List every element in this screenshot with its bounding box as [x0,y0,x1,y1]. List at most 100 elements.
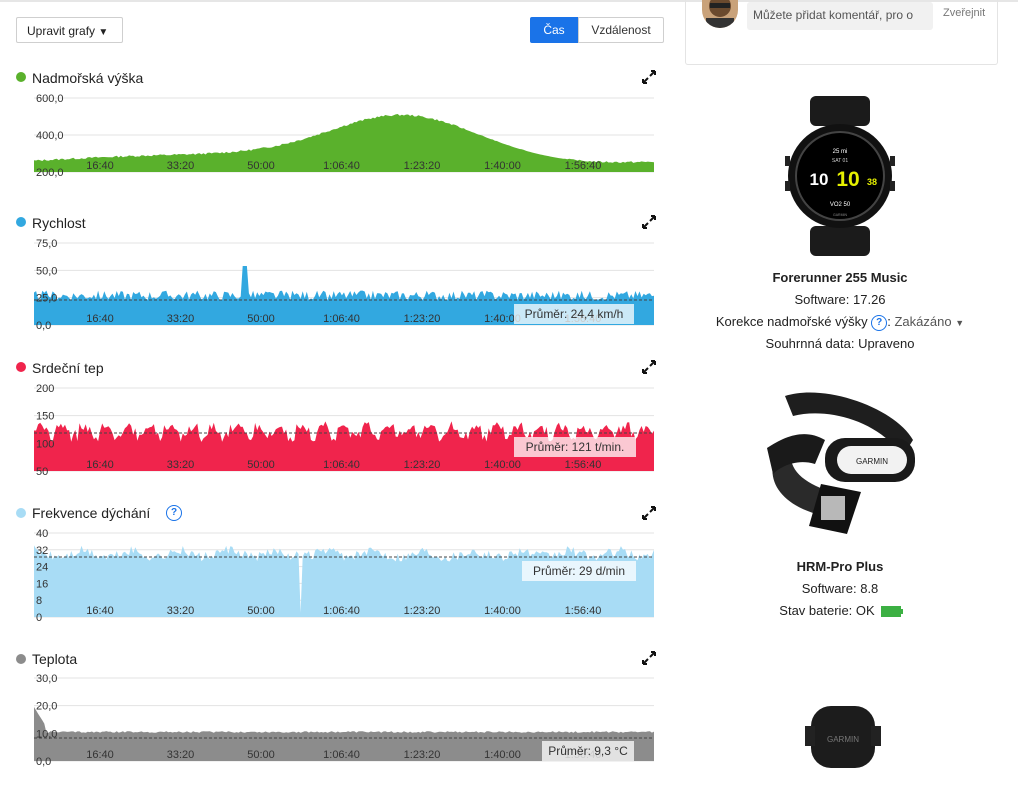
y-tick-label: 24 [36,562,48,574]
x-tick-label: 1:23:20 [404,313,441,325]
average-label: Průměr: 29 d/min [533,564,625,578]
hrm-strap-image: GARMIN [767,392,915,534]
chart-title-respiration: Frekvence dýchání [32,505,151,521]
chart-4: 30,0 20,0 10,0 0,0 16:40 33:20 50:00 1:06:40 1:2… [34,673,654,768]
x-tick-label: 1:23:20 [404,160,441,172]
sensor-brand: GARMIN [827,735,859,744]
x-tick-label: 1:06:40 [323,459,360,471]
x-tick-label: 1:40:00 [484,160,521,172]
x-tick-label: 33:20 [167,459,195,471]
series-area [34,114,654,172]
y-tick-label: 25,0 [36,293,57,305]
watch-brand: GARMIN [833,213,847,217]
comment-input[interactable]: Můžete přidat komentář, pro o [747,2,933,30]
x-tick-label: 1:23:20 [404,459,441,471]
y-tick-label: 50 [36,466,48,478]
expand-icon[interactable] [642,506,656,520]
edit-charts-button[interactable]: Upravit grafy ▼ [16,17,123,43]
x-tick-label: 33:20 [167,749,195,761]
x-tick-label: 16:40 [86,605,114,617]
legend-dot-temperature [16,654,26,664]
device-software-hrm: Software: 8.8 [801,581,879,596]
x-tick-label: 1:06:40 [323,605,360,617]
y-tick-label: 200,0 [36,167,64,179]
caret-down-icon: ▼ [98,27,109,38]
avatar [702,0,738,28]
series-area [34,266,654,325]
elevation-correction-row: Korekce nadmořské výšky ?: Zakázáno ▼ [715,314,965,331]
x-tick-label: 1:56:40 [565,160,602,172]
tab-distance[interactable]: Vzdálenost [578,17,664,43]
x-tick-label: 16:40 [86,160,114,172]
legend-dot-respiration [16,508,26,518]
y-tick-label: 32 [36,545,48,557]
x-tick-label: 16:40 [86,749,114,761]
device-name-watch: Forerunner 255 Music [772,270,908,285]
chart-title-speed: Rychlost [32,215,86,231]
x-tick-label: 1:56:40 [565,459,602,471]
average-label-bg [542,741,634,761]
y-tick-label: 50,0 [36,265,57,277]
average-label: Průměr: 121 t/min. [526,440,625,454]
summary-data: Souhrnná data: Upraveno [765,336,915,351]
chart-title-temperature: Teplota [32,651,78,667]
y-tick-label: 30,0 [36,673,57,685]
x-tick-label: 1:40:00 [484,313,521,325]
comment-box [685,0,998,65]
y-tick-label: 0,0 [36,320,51,332]
elevation-correction-dropdown[interactable]: Zakázáno ▼ [894,314,965,329]
watch-bottom: VO2 50 [830,202,851,208]
x-tick-label: 50:00 [247,749,275,761]
average-label: Průměr: 24,4 km/h [525,307,624,321]
x-tick-label: 50:00 [247,605,275,617]
watch-date: SAT 01 [832,158,848,164]
x-tick-label: 50:00 [247,459,275,471]
average-label: Průměr: 9,3 °C [548,744,628,758]
y-tick-label: 400,0 [36,130,64,142]
x-tick-label: 1:06:40 [323,749,360,761]
y-tick-label: 200 [36,383,54,395]
device-name-hrm: HRM-Pro Plus [796,559,884,574]
y-tick-label: 40 [36,528,48,540]
help-icon[interactable]: ? [871,314,888,331]
y-tick-label: 75,0 [36,238,57,250]
publish-button[interactable]: Zveřejnit [943,7,986,19]
y-tick-label: 600,0 [36,93,64,105]
battery-icon [880,606,903,618]
x-tick-label: 50:00 [247,313,275,325]
top-divider [0,0,1018,2]
average-label-bg [522,561,636,581]
expand-icon[interactable] [642,360,656,374]
x-tick-label: 33:20 [167,313,195,325]
battery-row: Stav baterie: OK [675,603,1005,618]
expand-icon[interactable] [642,70,656,84]
y-tick-label: 10,0 [36,728,57,740]
y-tick-label: 100 [36,438,54,450]
y-tick-label: 20,0 [36,701,57,713]
x-tick-label: 1:23:20 [404,605,441,617]
legend-dot-heart-rate [16,362,26,372]
chart-1: 75,0 50,0 25,0 0,0 16:40 33:20 50:00 1:06:40 1:2… [34,238,654,332]
y-tick-label: 0 [36,612,42,624]
x-tick-label: 16:40 [86,313,114,325]
y-tick-label: 8 [36,595,42,607]
chart-3: 40 32 24 16 8 0 16:40 33:20 50:00 1:06:40 1:23:20 1… [34,528,654,624]
help-icon[interactable]: ? [166,504,182,522]
expand-icon[interactable] [642,651,656,665]
x-tick-label: 16:40 [86,459,114,471]
chart-title-elevation: Nadmořská výška [32,70,144,86]
edit-charts-label: Upravit grafy [27,24,96,38]
legend-dot-elevation [16,72,26,82]
x-tick-label: 1:40:00 [484,749,521,761]
x-tick-label: 33:20 [167,160,195,172]
battery-status: Stav baterie: OK [779,603,875,618]
x-tick-label: 1:40:00 [484,459,521,471]
tab-time[interactable]: Čas [530,17,578,43]
caret-down-icon: ▼ [955,318,965,328]
chart-0: 600,0 400,0 200,0 16:40 33:20 50:00 1:06:40 1:2… [34,93,654,179]
average-label-bg [514,437,636,457]
x-tick-label: 33:20 [167,605,195,617]
expand-icon[interactable] [642,215,656,229]
x-tick-label: 50:00 [247,160,275,172]
